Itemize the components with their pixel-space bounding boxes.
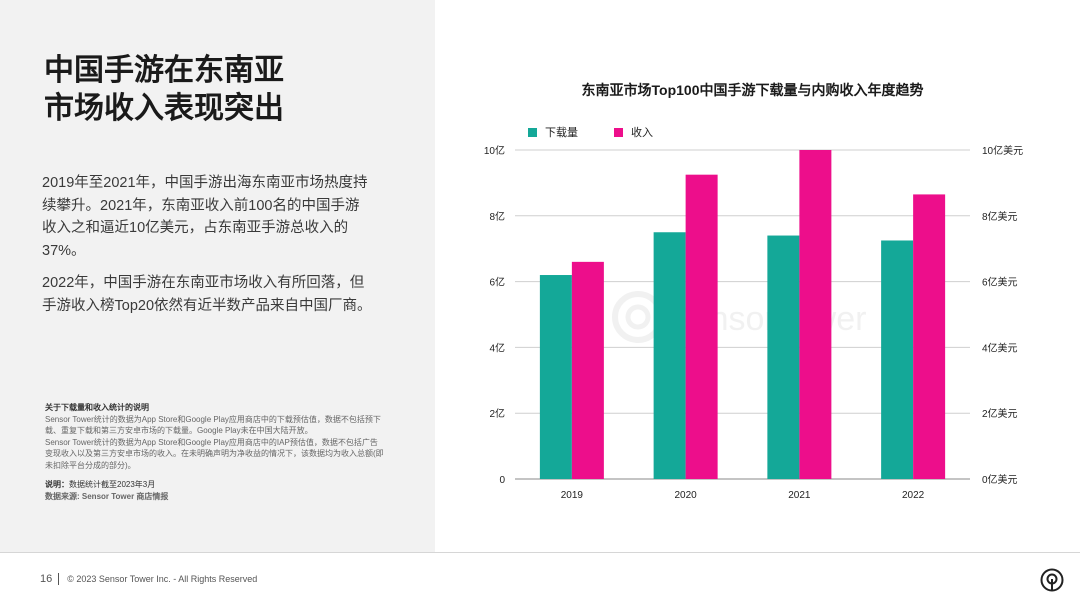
methodology-notes: 关于下载量和收入统计的说明 Sensor Tower统计的数据为App Stor…	[45, 402, 385, 502]
bar-revenue	[685, 174, 718, 480]
left-panel: 中国手游在东南亚 市场收入表现突出 2019年至2021年，中国手游出海东南亚市…	[0, 0, 435, 552]
summary-paragraph-2: 2022年，中国手游在东南亚市场收入有所回落，但手游收入榜Top20依然有近半数…	[42, 275, 372, 314]
y-left-tick-label: 0	[499, 475, 505, 486]
page-title-line-2: 市场收入表现突出	[44, 92, 284, 125]
bar-downloads	[539, 275, 572, 479]
legend-swatch-revenue	[614, 127, 623, 137]
chart-title: 东南亚市场Top100中国手游下载量与内购收入年度趋势	[581, 82, 924, 98]
legend-label-downloads: 下载量	[545, 127, 578, 139]
notes-line-2: Sensor Tower统计的数据为App Store和Google Play应…	[45, 437, 384, 470]
bar-downloads	[881, 240, 914, 479]
y-right-tick-label: 2亿美元	[982, 407, 1018, 420]
bar-revenue	[913, 194, 946, 480]
sensor-tower-logo-icon[interactable]	[1040, 568, 1064, 592]
y-left-tick-label: 6亿	[489, 276, 505, 289]
legend-item-revenue: 收入	[614, 124, 653, 140]
footer-divider	[0, 552, 1080, 553]
x-tick-label: 2022	[902, 490, 925, 501]
x-tick-label: 2021	[788, 490, 811, 501]
notes-explain: 说明：数据统计截至2023年3月	[45, 479, 385, 491]
bar-downloads	[653, 232, 686, 479]
y-right-tick-label: 8亿美元	[982, 210, 1018, 223]
x-tick-label: 2019	[561, 490, 584, 501]
y-right-tick-label: 0亿美元	[982, 473, 1018, 486]
chart-panel: 东南亚市场Top100中国手游下载量与内购收入年度趋势 下载量 收入 Senso…	[435, 0, 1080, 552]
y-left-tick-label: 2亿	[489, 407, 505, 420]
y-right-tick-label: 4亿美元	[982, 341, 1018, 354]
notes-heading: 关于下载量和收入统计的说明	[45, 403, 149, 412]
notes-source: 数据来源: Sensor Tower 商店情报	[45, 491, 385, 503]
copyright-text: © 2023 Sensor Tower Inc. - All Rights Re…	[67, 574, 258, 584]
notes-explain-label: 说明：	[45, 480, 69, 489]
x-tick-label: 2020	[675, 490, 698, 501]
bar-downloads	[767, 235, 800, 479]
page-number: 16	[40, 573, 53, 585]
y-right-tick-label: 6亿美元	[982, 276, 1018, 289]
y-left-tick-label: 4亿	[489, 341, 505, 354]
legend-item-downloads: 下载量	[528, 124, 578, 140]
page-title: 中国手游在东南亚 市场收入表现突出	[44, 52, 284, 128]
notes-source-value: Sensor Tower 商店情报	[81, 491, 169, 501]
page-title-line-1: 中国手游在东南亚	[44, 54, 284, 87]
footer: 16 © 2023 Sensor Tower Inc. - All Rights…	[40, 573, 257, 585]
legend-label-revenue: 收入	[631, 127, 653, 139]
notes-explain-value: 数据统计截至2023年3月	[69, 480, 156, 489]
y-left-tick-label: 8亿	[489, 210, 505, 223]
bar-revenue	[571, 261, 604, 479]
chart-legend: 下载量 收入	[528, 124, 689, 140]
y-left-tick-label: 10亿	[484, 144, 505, 157]
notes-line-1: Sensor Tower统计的数据为App Store和Google Play应…	[45, 414, 381, 436]
y-right-tick-label: 10亿美元	[982, 144, 1023, 157]
bar-revenue	[799, 150, 832, 479]
footer-separator	[58, 573, 60, 585]
notes-source-label: 数据来源:	[45, 491, 82, 501]
summary-paragraph-1: 2019年至2021年，中国手游出海东南亚市场热度持续攀升。2021年，东南亚收…	[42, 175, 368, 259]
legend-swatch-downloads	[528, 127, 537, 137]
